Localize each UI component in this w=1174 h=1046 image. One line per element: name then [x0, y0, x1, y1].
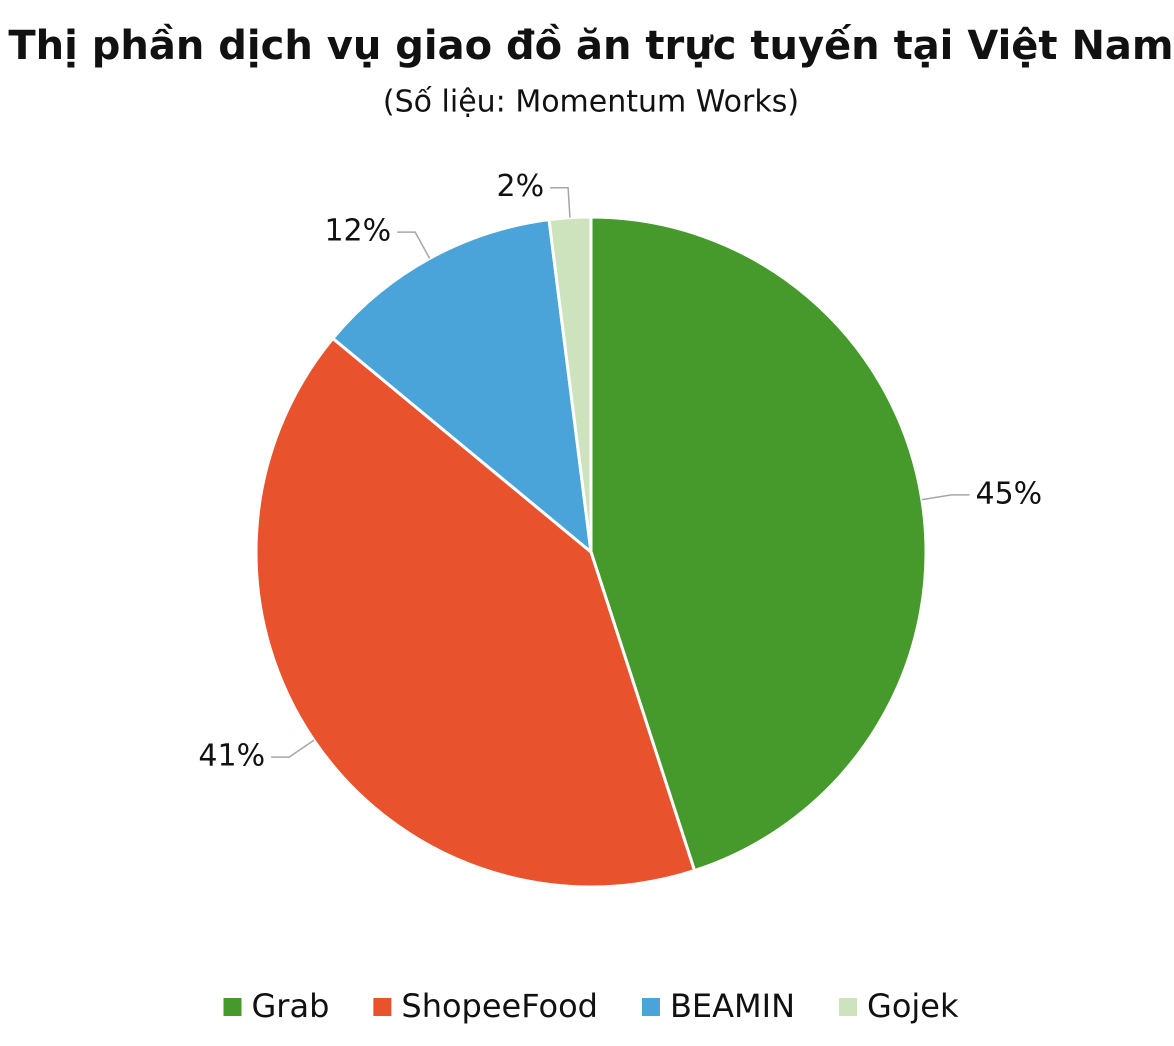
leader-line	[271, 739, 315, 758]
legend-label: BEAMIN	[670, 987, 795, 1025]
data-label: 2%	[496, 169, 544, 204]
legend-label: Grab	[252, 987, 330, 1025]
leader-line	[550, 186, 571, 218]
data-label: 45%	[976, 476, 1043, 511]
legend-swatch	[641, 998, 660, 1016]
pie-slice	[254, 336, 697, 889]
pie-slice	[547, 215, 593, 553]
chart-title: Thị phần dịch vụ giao đồ ăn trực tuyến t…	[8, 23, 1173, 69]
data-label: 12%	[324, 214, 391, 249]
legend-swatch	[839, 998, 858, 1016]
pie-slice	[330, 217, 593, 556]
leader-line	[921, 494, 970, 501]
legend-label: Gojek	[867, 987, 959, 1025]
legend: Grab ShopeeFood BEAMIN Gojek	[223, 987, 959, 1025]
chart-subtitle: (Số liệu: Momentum Works)	[383, 85, 799, 120]
legend-label: ShopeeFood	[401, 987, 598, 1025]
legend-swatch	[223, 998, 242, 1016]
data-label: 41%	[198, 739, 265, 774]
leader-line	[397, 231, 431, 259]
pie-slice	[589, 215, 928, 873]
legend-swatch	[373, 998, 392, 1016]
